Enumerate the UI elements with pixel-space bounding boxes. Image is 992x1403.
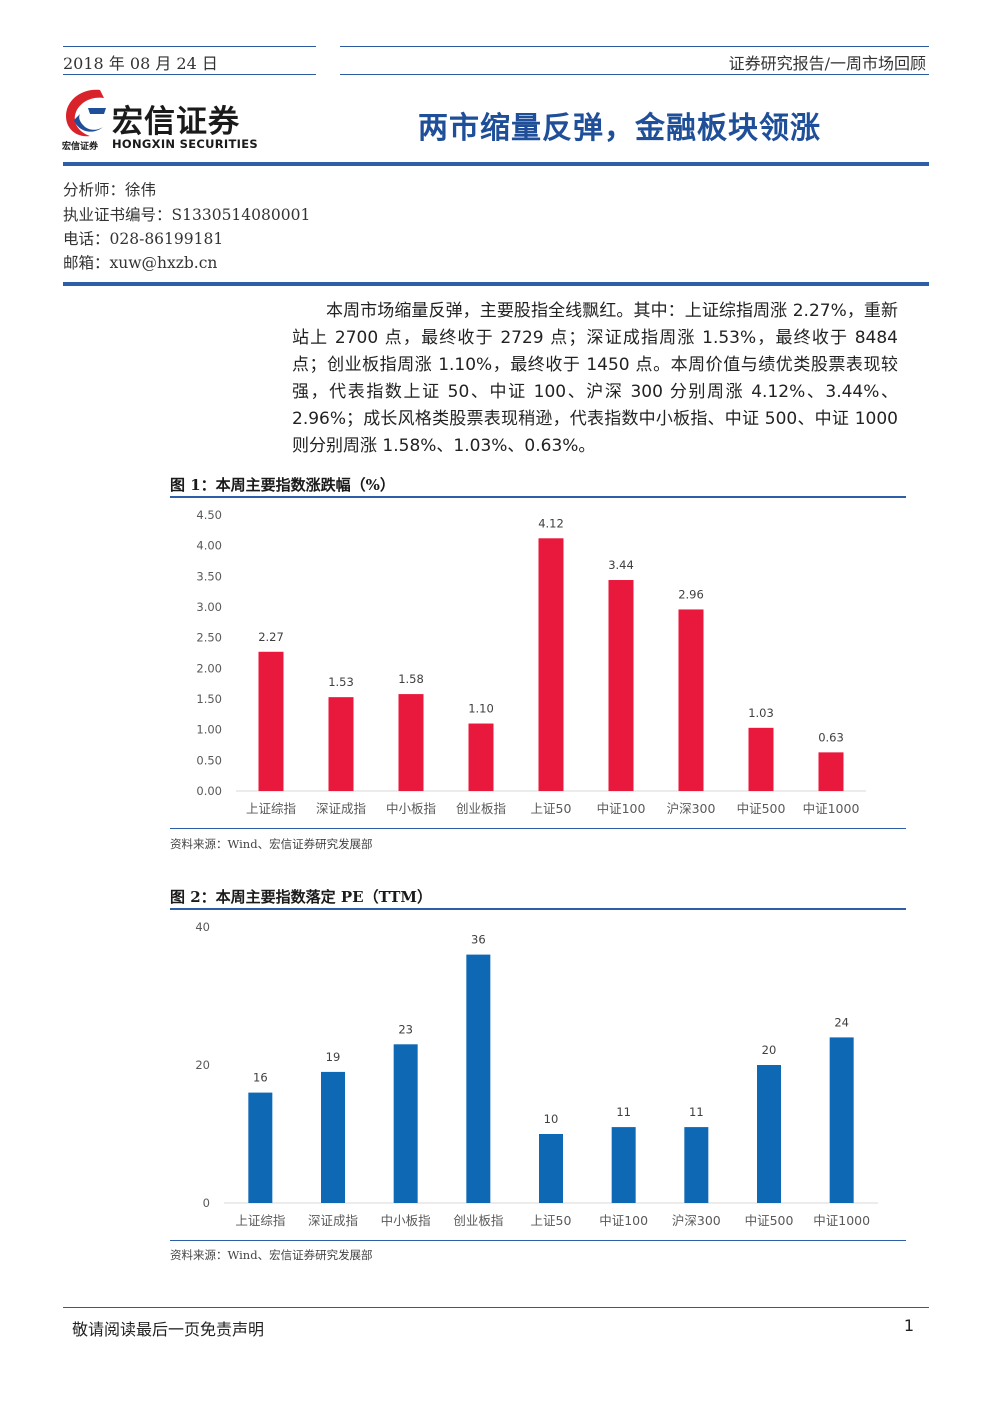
- x-category-label: 沪深300: [672, 1213, 721, 1228]
- bar: [328, 697, 354, 791]
- x-category-label: 创业板指: [453, 1213, 503, 1228]
- x-category-label: 深证成指: [316, 801, 366, 816]
- y-tick-label: 3.00: [196, 600, 222, 614]
- y-tick-label: 1.50: [196, 692, 222, 706]
- y-tick-label: 0.00: [196, 784, 222, 798]
- y-tick-label: 3.50: [196, 569, 222, 583]
- title-divider: [63, 162, 929, 166]
- x-category-label: 中小板指: [381, 1213, 431, 1228]
- x-category-label: 创业板指: [456, 801, 506, 816]
- bar: [248, 1092, 273, 1203]
- analyst-cert: 执业证书编号：S1330514080001: [63, 206, 311, 224]
- bar-value-label: 16: [253, 1071, 268, 1085]
- bar-value-label: 2.96: [678, 587, 704, 601]
- figure1-title: 图 1：本周主要指数涨跌幅（%）: [170, 476, 395, 494]
- header-line-top-left: [63, 46, 316, 47]
- x-category-label: 中证1000: [803, 801, 860, 816]
- bar-value-label: 3.44: [608, 558, 634, 572]
- y-tick-label: 4.50: [196, 508, 222, 522]
- y-tick-label: 1.00: [196, 723, 222, 737]
- header-line-top-right: [340, 46, 929, 47]
- bar-value-label: 2.27: [258, 630, 284, 644]
- bar: [393, 1044, 418, 1203]
- x-category-label: 上证综指: [246, 801, 296, 816]
- bar-value-label: 23: [398, 1022, 413, 1036]
- chart-index-change: 0.00 0.50 1.00 1.50 2.00 2.50 3.00 3.50 4.00 4.50…: [196, 508, 866, 816]
- page-number: 1: [903, 1316, 914, 1335]
- analyst-phone: 电话：028-86199181: [63, 230, 224, 248]
- chart-index-pe: 0 20 40 16 上证综指 19 深证成指 23 中小板指 36 创业板指 10 上证50 11 中证1…: [195, 920, 878, 1228]
- figure2-source: 资料来源：Wind、宏信证券研究发展部: [170, 1248, 373, 1262]
- logo-small-cn: 宏信证券: [62, 142, 99, 152]
- bar: [684, 1127, 709, 1203]
- x-category-label: 中证500: [737, 801, 786, 816]
- bar-value-label: 4.12: [538, 516, 564, 530]
- bar-value-label: 19: [326, 1050, 341, 1064]
- report-title: 两市缩量反弹，金融板块领涨: [418, 111, 821, 146]
- y-tick-label: 40: [195, 920, 210, 934]
- y-tick-label: 2.50: [196, 631, 222, 645]
- header-line-bottom-right: [340, 74, 929, 75]
- bar: [608, 580, 634, 791]
- bar: [678, 609, 704, 791]
- bar: [818, 752, 844, 791]
- header-line-bottom-left: [63, 74, 316, 75]
- x-category-label: 中证1000: [813, 1213, 870, 1228]
- analyst-divider: [63, 282, 929, 286]
- bar: [466, 954, 491, 1203]
- bar: [611, 1127, 636, 1203]
- bar-value-label: 0.63: [818, 730, 844, 744]
- logo-name-en: HONGXIN SECURITIES: [112, 137, 258, 151]
- summary-paragraph: 本周市场缩量反弹，主要股指全线飘红。其中：上证综指周涨 2.27%，重新站上 2…: [292, 301, 898, 456]
- x-category-label: 中证100: [597, 801, 646, 816]
- x-category-label: 上证综指: [235, 1213, 285, 1228]
- bar: [748, 727, 774, 791]
- figure1-source: 资料来源：Wind、宏信证券研究发展部: [170, 837, 373, 851]
- bar-value-label: 1.03: [748, 706, 774, 720]
- bar-value-label: 24: [834, 1015, 849, 1029]
- x-category-label: 中证100: [599, 1213, 648, 1228]
- analyst-name: 分析师：徐伟: [63, 181, 157, 199]
- figure2-top-rule: [170, 908, 906, 910]
- y-tick-label: 20: [195, 1058, 210, 1072]
- x-category-label: 上证50: [531, 801, 572, 816]
- bar-value-label: 36: [471, 933, 486, 947]
- company-logo-icon: [66, 89, 106, 137]
- bar-value-label: 1.53: [328, 675, 354, 689]
- bar: [468, 723, 494, 791]
- figure1-top-rule: [170, 496, 906, 498]
- report-date: 2018 年 08 月 24 日: [63, 54, 218, 73]
- figure1-bottom-rule: [170, 828, 906, 829]
- bar-value-label: 11: [689, 1105, 704, 1119]
- bar: [757, 1065, 781, 1203]
- figure2-bottom-rule: [170, 1240, 906, 1241]
- bar: [321, 1071, 345, 1203]
- bar-value-label: 20: [762, 1043, 777, 1057]
- bar-value-label: 1.58: [398, 672, 424, 686]
- logo-name-cn: 宏信证券: [112, 104, 240, 140]
- bar: [538, 538, 564, 791]
- x-category-label: 深证成指: [308, 1213, 358, 1228]
- bar: [829, 1037, 854, 1203]
- bar: [258, 651, 284, 791]
- y-tick-label: 0: [203, 1196, 210, 1210]
- report-type: 证券研究报告/一周市场回顾: [728, 54, 926, 73]
- y-tick-label: 4.00: [196, 539, 222, 553]
- x-category-label: 中证500: [745, 1213, 794, 1228]
- footer-disclaimer: 敬请阅读最后一页免责声明: [72, 1320, 265, 1339]
- footer-rule: [63, 1307, 929, 1308]
- x-category-label: 中小板指: [386, 801, 436, 816]
- bar: [398, 694, 424, 791]
- x-category-label: 上证50: [531, 1213, 572, 1228]
- y-tick-label: 0.50: [196, 753, 222, 767]
- bar-value-label: 11: [616, 1105, 631, 1119]
- figure2-title: 图 2：本周主要指数落定 PE（TTM）: [170, 888, 432, 906]
- bar-value-label: 1.10: [468, 702, 494, 716]
- bar-value-label: 10: [544, 1112, 559, 1126]
- y-tick-label: 2.00: [196, 661, 222, 675]
- analyst-email: 邮箱：xuw@hxzb.cn: [63, 254, 218, 272]
- x-category-label: 沪深300: [667, 801, 716, 816]
- bar: [539, 1134, 563, 1203]
